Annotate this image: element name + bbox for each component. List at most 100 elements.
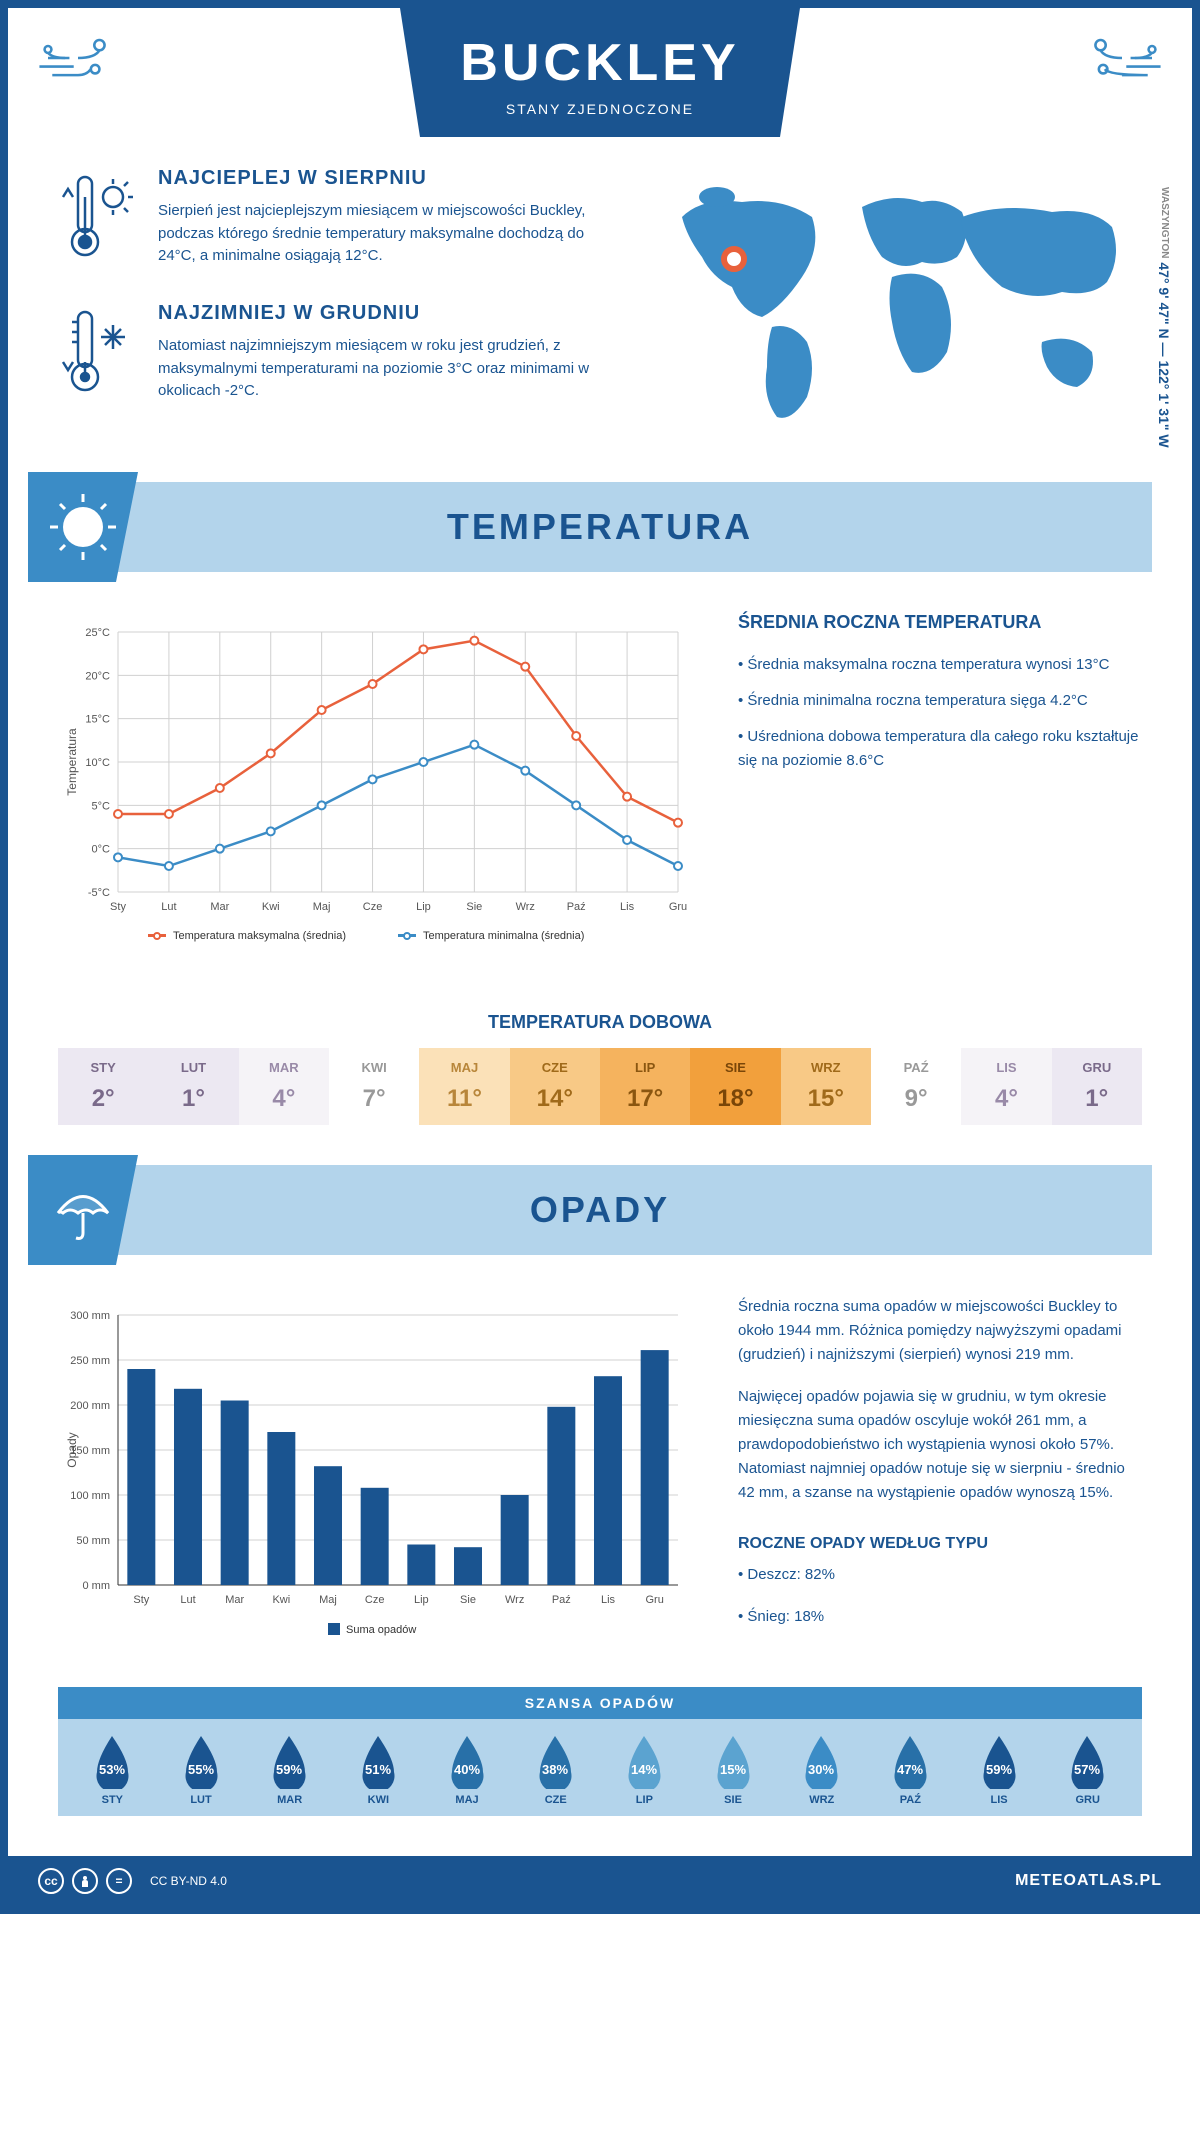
umbrella-icon (28, 1155, 138, 1265)
precipitation-title: OPADY (48, 1189, 1152, 1231)
precip-chance-title: SZANSA OPADÓW (58, 1687, 1142, 1719)
title-block: BUCKLEY STANY ZJEDNOCZONE (400, 8, 800, 137)
footer: cc = CC BY-ND 4.0 METEOATLAS.PL (8, 1856, 1192, 1906)
svg-text:0 mm: 0 mm (83, 1580, 111, 1592)
svg-text:Lis: Lis (620, 901, 635, 913)
daily-temp-grid: STY2°LUT1°MAR4°KWI7°MAJ11°CZE14°LIP17°SI… (58, 1048, 1142, 1125)
svg-text:Lip: Lip (416, 901, 431, 913)
world-map-block: WASZYNGTON 47° 9' 47" N — 122° 1' 31" W (662, 167, 1142, 452)
svg-text:100 mm: 100 mm (70, 1490, 110, 1502)
coldest-title: NAJZIMNIEJ W GRUDNIU (158, 302, 622, 325)
chance-cell: 51%KWI (334, 1734, 423, 1806)
svg-text:Temperatura minimalna (średnia: Temperatura minimalna (średnia) (423, 930, 584, 942)
svg-text:40%: 40% (454, 1762, 480, 1777)
temperature-title: TEMPERATURA (48, 506, 1152, 548)
chance-cell: 57%GRU (1043, 1734, 1132, 1806)
svg-text:Paź: Paź (567, 901, 586, 913)
svg-text:Sie: Sie (466, 901, 482, 913)
precipitation-bar-chart: 0 mm50 mm100 mm150 mm200 mm250 mm300 mmS… (58, 1295, 698, 1645)
daily-cell: LIP17° (600, 1048, 690, 1125)
coldest-text: Natomiast najzimniejszym miesiącem w rok… (158, 335, 622, 403)
svg-text:55%: 55% (187, 1762, 213, 1777)
daily-cell: MAJ11° (419, 1048, 509, 1125)
svg-text:5°C: 5°C (92, 800, 111, 812)
svg-text:30%: 30% (808, 1762, 834, 1777)
page-subtitle: STANY ZJEDNOCZONE (460, 101, 740, 117)
svg-text:200 mm: 200 mm (70, 1400, 110, 1412)
intro-section: NAJCIEPLEJ W SIERPNIU Sierpień jest najc… (8, 137, 1192, 482)
svg-text:Wrz: Wrz (516, 901, 535, 913)
svg-text:Mar: Mar (225, 1594, 244, 1606)
coldest-block: NAJZIMNIEJ W GRUDNIU Natomiast najzimnie… (58, 302, 622, 407)
precip-para-1: Średnia roczna suma opadów w miejscowośc… (738, 1295, 1142, 1367)
chance-cell: 38%CZE (511, 1734, 600, 1806)
temperature-line-chart: -5°C0°C5°C10°C15°C20°C25°CStyLutMarKwiMa… (58, 612, 698, 962)
precipitation-header: OPADY (48, 1165, 1152, 1255)
svg-text:Lis: Lis (601, 1594, 616, 1606)
thermometer-snow-icon (58, 302, 138, 407)
nd-icon: = (106, 1868, 132, 1894)
svg-text:Kwi: Kwi (272, 1594, 290, 1606)
svg-text:Cze: Cze (363, 901, 383, 913)
chance-cell: 47%PAŹ (866, 1734, 955, 1806)
thermometer-sun-icon (58, 167, 138, 272)
svg-text:59%: 59% (276, 1762, 302, 1777)
warmest-text: Sierpień jest najcieplejszym miesiącem w… (158, 200, 622, 268)
coordinates: WASZYNGTON 47° 9' 47" N — 122° 1' 31" W (1156, 187, 1172, 448)
svg-text:10°C: 10°C (85, 757, 110, 769)
svg-text:25°C: 25°C (85, 627, 110, 639)
svg-text:50 mm: 50 mm (76, 1535, 110, 1547)
by-icon (72, 1868, 98, 1894)
svg-text:Paź: Paź (552, 1594, 571, 1606)
daily-cell: SIE18° (690, 1048, 780, 1125)
svg-text:Suma opadów: Suma opadów (346, 1624, 416, 1636)
license-block: cc = CC BY-ND 4.0 (38, 1868, 227, 1894)
warmest-title: NAJCIEPLEJ W SIERPNIU (158, 167, 622, 190)
chance-cell: 55%LUT (157, 1734, 246, 1806)
svg-text:Cze: Cze (365, 1594, 385, 1606)
svg-text:Lip: Lip (414, 1594, 429, 1606)
daily-cell: GRU1° (1052, 1048, 1142, 1125)
svg-text:Maj: Maj (313, 901, 331, 913)
chance-cell: 15%SIE (689, 1734, 778, 1806)
daily-cell: MAR4° (239, 1048, 329, 1125)
svg-text:Opady: Opady (65, 1432, 79, 1467)
warmest-block: NAJCIEPLEJ W SIERPNIU Sierpień jest najc… (58, 167, 622, 272)
svg-text:Sty: Sty (133, 1594, 149, 1606)
precip-para-2: Najwięcej opadów pojawia się w grudniu, … (738, 1385, 1142, 1505)
wind-icon-left (8, 8, 148, 108)
svg-text:Wrz: Wrz (505, 1594, 524, 1606)
precip-chance-block: SZANSA OPADÓW 53%STY55%LUT59%MAR51%KWI40… (58, 1687, 1142, 1816)
chance-cell: 30%WRZ (777, 1734, 866, 1806)
cc-icon: cc (38, 1868, 64, 1894)
svg-text:38%: 38% (542, 1762, 568, 1777)
svg-text:Temperatura maksymalna (średni: Temperatura maksymalna (średnia) (173, 930, 346, 942)
svg-text:0°C: 0°C (92, 844, 111, 856)
svg-text:300 mm: 300 mm (70, 1310, 110, 1322)
temp-fact-1: • Średnia maksymalna roczna temperatura … (738, 653, 1142, 677)
svg-text:Gru: Gru (645, 1594, 663, 1606)
svg-text:Kwi: Kwi (262, 901, 280, 913)
daily-cell: CZE14° (510, 1048, 600, 1125)
brand: METEOATLAS.PL (1015, 1872, 1162, 1890)
svg-text:20°C: 20°C (85, 670, 110, 682)
svg-text:57%: 57% (1074, 1762, 1100, 1777)
svg-text:Gru: Gru (669, 901, 687, 913)
svg-text:14%: 14% (631, 1762, 657, 1777)
svg-text:51%: 51% (365, 1762, 391, 1777)
svg-text:Sie: Sie (460, 1594, 476, 1606)
svg-text:59%: 59% (986, 1762, 1012, 1777)
daily-cell: WRZ15° (781, 1048, 871, 1125)
license-text: CC BY-ND 4.0 (150, 1874, 227, 1888)
svg-text:47%: 47% (897, 1762, 923, 1777)
daily-cell: PAŹ9° (871, 1048, 961, 1125)
world-map-icon (662, 167, 1142, 447)
svg-text:-5°C: -5°C (88, 887, 110, 899)
chance-cell: 53%STY (68, 1734, 157, 1806)
daily-cell: STY2° (58, 1048, 148, 1125)
svg-text:Lut: Lut (161, 901, 176, 913)
svg-text:15°C: 15°C (85, 714, 110, 726)
chance-cell: 59%MAR (245, 1734, 334, 1806)
chance-cell: 40%MAJ (423, 1734, 512, 1806)
svg-text:15%: 15% (720, 1762, 746, 1777)
